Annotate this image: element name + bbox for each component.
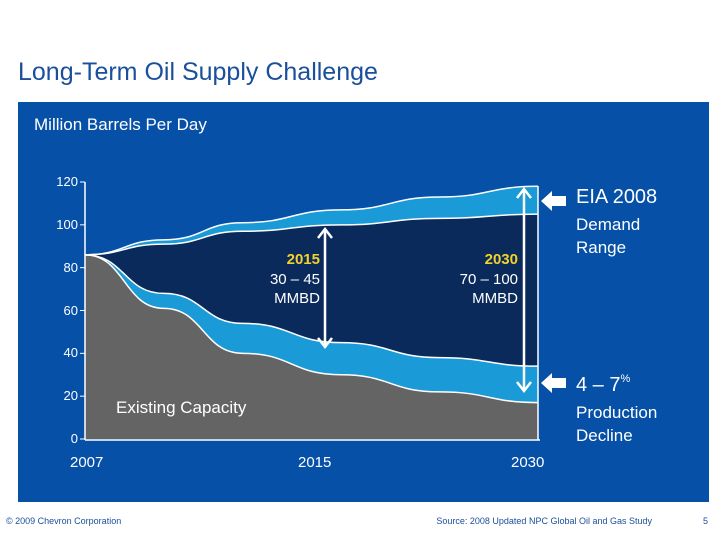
callout-2030-unit: MMBD (472, 290, 518, 307)
callout-2015-year: 2015 (286, 251, 320, 268)
decline-legend-percent: % (620, 373, 631, 385)
y-tick-60: 60 (63, 302, 78, 318)
callout-2030-year: 2030 (484, 251, 518, 268)
copyright-footer: © 2009 Chevron Corporation (6, 516, 122, 526)
callout-2030-range: 70 – 100 MMBD (430, 270, 518, 308)
x-tick-2007: 2007 (70, 454, 104, 471)
decline-pointer-arrow-icon (541, 373, 566, 393)
decline-legend-text: Production Decline (576, 401, 657, 447)
x-tick-2030: 2030 (511, 454, 545, 471)
demand-range-area (85, 186, 538, 255)
demand-legend-text: Demand Range (576, 213, 640, 259)
decline-7pct-line (84, 254, 539, 404)
callout-2030-range-value: 70 – 100 (459, 271, 518, 288)
decline-legend-line2: Production (576, 403, 658, 422)
decline-legend-range: 4 – 7 (576, 374, 621, 396)
supply-gap-area (85, 214, 538, 367)
y-axis-ticks (80, 181, 85, 440)
y-tick-120: 120 (56, 174, 78, 189)
decline-4pct-line (84, 254, 539, 367)
y-tick-100: 100 (56, 216, 78, 232)
y-axis-unit-label: Million Barrels Per Day (34, 115, 207, 134)
y-tick-80: 80 (63, 259, 78, 275)
callout-2015-unit: MMBD (274, 290, 320, 307)
decline-range-area (85, 254, 538, 403)
gap-arrow-2030 (516, 186, 532, 394)
decline-legend-line3: Decline (576, 426, 633, 445)
decline-legend-title: 4 – 7% (576, 373, 630, 397)
callout-2015-range-value: 30 – 45 (269, 271, 320, 288)
y-tick-20: 20 (63, 388, 78, 404)
gap-arrow-2015 (317, 226, 333, 350)
existing-capacity-area (85, 254, 538, 439)
existing-capacity-label: Existing Capacity (116, 398, 247, 417)
demand-legend-title: EIA 2008 (576, 186, 658, 208)
slide-title: Long-Term Oil Supply Challenge (18, 58, 378, 86)
demand-high-line (84, 185, 539, 256)
x-tick-2015: 2015 (298, 454, 332, 471)
demand-pointer-arrow-icon (541, 191, 566, 211)
callout-2015-range: 30 – 45 MMBD (250, 270, 320, 308)
y-tick-40: 40 (63, 345, 78, 361)
demand-low-line (84, 213, 539, 256)
demand-legend-line3: Range (576, 238, 627, 257)
chart-areas (84, 185, 539, 439)
page-number: 5 (702, 516, 708, 526)
y-tick-0: 0 (70, 431, 78, 446)
demand-legend-line2: Demand (576, 215, 641, 234)
source-footer: Source: 2008 Updated NPC Global Oil and … (436, 516, 652, 526)
